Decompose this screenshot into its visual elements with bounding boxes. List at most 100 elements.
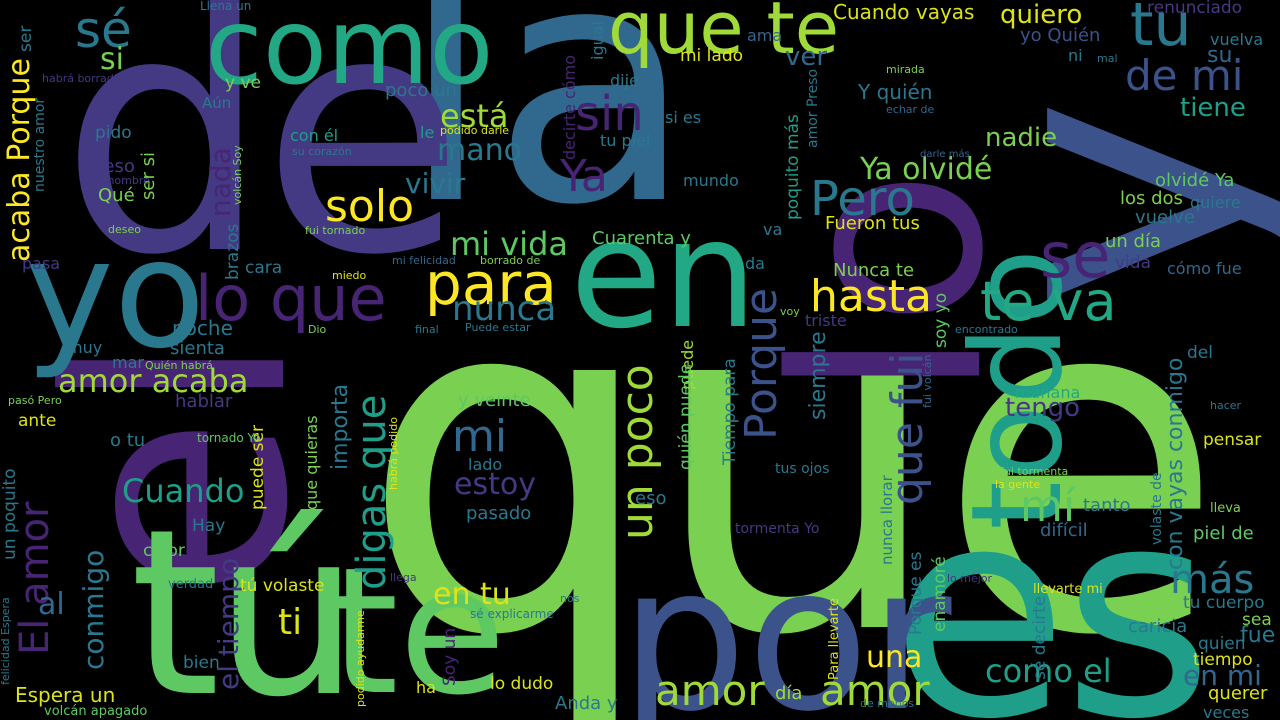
word-se-decirte: sé decirte — [1030, 595, 1050, 680]
word-habra-podido: habrá podido — [387, 417, 400, 490]
word-que-quieras: que quieras — [302, 415, 321, 510]
word-si-es: si es — [665, 108, 702, 127]
word-va: va — [763, 220, 783, 239]
word-echar-de: echar de — [886, 103, 935, 116]
word-anda-y: Anda y — [555, 693, 618, 714]
word-mundo: mundo — [683, 171, 739, 190]
word-darle-mas: darle más — [920, 149, 970, 160]
word-los-dos: los dos — [1120, 188, 1183, 209]
word-pensar: pensar — [1203, 430, 1262, 450]
word-yo: yo — [25, 208, 206, 382]
word-volaste-de: volaste de — [1149, 472, 1165, 545]
word-eso: eso — [635, 488, 667, 509]
word-amor-acaba: amor acaba — [58, 362, 249, 400]
word-hablar: hablar — [175, 391, 233, 412]
word-siempre: siempre — [806, 331, 831, 420]
word-borrado-de: borrado de — [480, 254, 541, 267]
word-lo-dudo: lo dudo — [490, 674, 554, 694]
word-pasado: pasado — [466, 503, 532, 524]
word-felicidad-espera: felicidad Espera — [0, 597, 12, 685]
word-hasta: hasta — [810, 271, 932, 322]
word-voy: voy — [780, 305, 800, 318]
word-ni: ni — [1068, 46, 1083, 65]
word-mi-felicidad: mi felicidad — [392, 254, 456, 267]
word-como-el: como el — [985, 652, 1112, 690]
word-llevarte-mi: llevarte mi — [1033, 582, 1103, 597]
word-tu-cuerpo: tu cuerpo — [1183, 593, 1265, 613]
word-sea: sea — [1242, 610, 1272, 630]
word-miedo: miedo — [332, 269, 367, 282]
word-tiene: tiene — [1180, 93, 1246, 123]
word-tu-volaste: tú volaste — [240, 576, 325, 596]
word-deseo: deseo — [108, 223, 141, 236]
word-color: color — [143, 541, 185, 561]
word-querer: querer — [1208, 683, 1268, 704]
word-porque-es: Porque es — [906, 551, 926, 635]
word-se-accent: sé — [75, 1, 132, 59]
word-un-poco: un poco — [612, 364, 663, 540]
word-por: por — [620, 523, 952, 720]
word-con-vayas-conmigo: con vayas conmigo — [1163, 357, 1188, 570]
word-mal: mal — [1097, 52, 1118, 65]
word-aun: Aún — [202, 94, 232, 112]
word-acaba-porque: acaba Porque — [2, 58, 37, 262]
word-le: le — [420, 123, 435, 142]
word-quiero: quiero — [1000, 0, 1083, 30]
word-fueron-tus: Fueron tus — [825, 213, 920, 234]
word-y-veinte: y veinte — [458, 390, 531, 411]
word-de-mi: de mi — [1125, 51, 1244, 100]
word-caricia: caricia — [1128, 616, 1188, 637]
word-decirte-como: decirte cómo — [560, 55, 579, 160]
word-tormenta-yo: tormenta Yo — [735, 521, 820, 537]
word-soy-un: Soy un — [440, 627, 460, 686]
word-para: para — [425, 250, 557, 318]
word-ver: ver — [785, 42, 828, 72]
word-mi-accent: mí — [1020, 481, 1076, 532]
word-la: la — [400, 0, 694, 277]
word-vivir: vivir — [405, 167, 466, 200]
word-ya-olvide: Ya olvidé — [860, 152, 993, 187]
word-o-tu: o tu — [110, 430, 146, 451]
word-yo-quien: yo Quién — [1020, 25, 1101, 46]
word-y-quien: Y quién — [858, 80, 933, 104]
word-el-amor: El amor — [12, 501, 58, 656]
word-digas-que: digas que — [349, 394, 395, 590]
word-pero: Pero — [810, 171, 915, 227]
word-fui-volcan: fui volcán — [921, 354, 934, 408]
word-del: del — [1187, 343, 1213, 363]
word-de: de — [60, 0, 464, 327]
word-ser: ser — [16, 25, 36, 52]
word-encontrado: encontrado — [955, 323, 1018, 336]
word-tus-ojos: tus ojos — [775, 461, 830, 477]
word-un-poquito: un poquito — [0, 468, 20, 561]
word-tiempo-para: Tiempo para — [720, 358, 740, 465]
word-volcan-apagado: volcán apagado — [44, 704, 148, 719]
word-lado: lado — [468, 455, 503, 474]
word-como-fue: cómo fue — [1167, 259, 1242, 278]
word-mar: mar — [112, 353, 144, 372]
word-la-gente: la gente — [995, 478, 1041, 491]
word-quien-puede: quién puede — [676, 363, 696, 470]
word-estoy: estoy — [454, 467, 536, 502]
word-se-explicarme: sé explicarme — [470, 607, 554, 621]
word-ante: ante — [18, 411, 57, 431]
word-quien: quien — [1198, 634, 1246, 654]
word-verdad: verdad — [168, 577, 214, 592]
word-nunca-te: Nunca te — [833, 260, 915, 281]
word-es: es — [890, 446, 1214, 720]
word-tu: tu — [1130, 0, 1192, 60]
word-cara: cara — [245, 258, 283, 278]
word-poco-un: poco un — [385, 80, 457, 101]
word-ama: ama — [747, 26, 783, 45]
word-hay: Hay — [192, 516, 226, 536]
word-nuestro-amor: nuestro amor — [32, 97, 48, 192]
word-enamore: enamoré — [930, 556, 950, 632]
word-de-menos: de menos — [860, 697, 915, 710]
word-que-te: que te — [608, 0, 840, 70]
word-fui-tornado: fui tornado — [305, 224, 366, 237]
word-lo-mejor: lo mejor — [947, 572, 993, 585]
word-cuando: Cuando — [122, 472, 245, 510]
word-para-llevarte: Para llevarte — [827, 598, 842, 680]
word-se: se — [1040, 219, 1111, 292]
